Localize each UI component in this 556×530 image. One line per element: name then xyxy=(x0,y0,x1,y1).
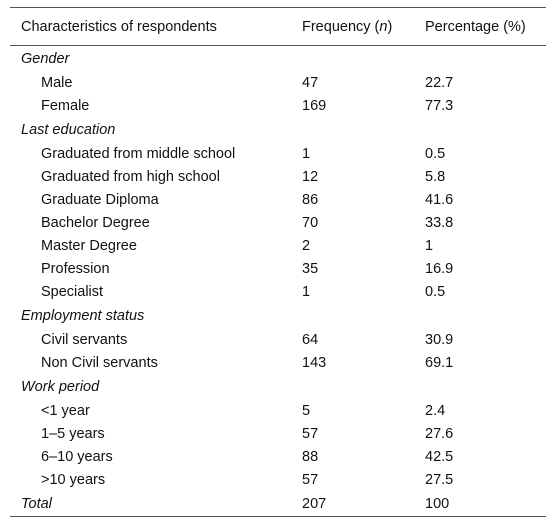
cell: 143 xyxy=(302,354,327,371)
cell xyxy=(414,303,546,328)
cell: 5.8 xyxy=(425,168,446,185)
cell: 12 xyxy=(302,168,319,185)
cell: 42.5 xyxy=(425,448,454,465)
cell: 27.6 xyxy=(425,425,454,442)
data-row: Non Civil servants 143 69.1 xyxy=(10,351,546,374)
cell xyxy=(291,117,414,142)
cell: 1 xyxy=(302,283,311,300)
data-row: >10 years 57 27.5 xyxy=(10,468,546,491)
row-label: <1 year xyxy=(41,402,90,419)
cell: 169 xyxy=(302,97,327,114)
table-body: Gender Male 47 22.7 Female 169 77.3 Last educat… xyxy=(10,46,546,517)
row-label: 1–5 years xyxy=(41,425,105,442)
cell: 1 xyxy=(302,145,311,162)
total-row: Total 207 100 xyxy=(10,491,546,517)
data-row: Graduate Diploma 86 41.6 xyxy=(10,188,546,211)
row-label: Specialist xyxy=(41,283,104,300)
data-row: Graduated from middle school 1 0.5 xyxy=(10,142,546,165)
row-label: Total xyxy=(21,495,52,512)
data-row: Specialist 1 0.5 xyxy=(10,280,546,303)
cell: 88 xyxy=(302,448,319,465)
cell: 2 xyxy=(302,237,311,254)
section-title: Last education xyxy=(21,121,116,138)
cell xyxy=(414,374,546,399)
header-row: Characteristics of respondents Frequency… xyxy=(10,7,546,46)
cell: 64 xyxy=(302,331,319,348)
header-cell: Percentage (%) xyxy=(414,7,546,46)
row-label: Graduate Diploma xyxy=(41,191,159,208)
data-row: Female 169 77.3 xyxy=(10,94,546,117)
data-row: Profession 35 16.9 xyxy=(10,257,546,280)
section-title: Employment status xyxy=(21,307,145,324)
row-label: Graduated from middle school xyxy=(41,145,236,162)
header-cell: Frequency (n) xyxy=(291,7,414,46)
row-label: Bachelor Degree xyxy=(41,214,150,231)
cell: 47 xyxy=(302,74,319,91)
row-label: Non Civil servants xyxy=(41,354,158,371)
cell: 27.5 xyxy=(425,471,454,488)
section-row: Work period xyxy=(10,374,546,399)
cell: 1 xyxy=(425,237,434,254)
row-label: Male xyxy=(41,74,73,91)
row-label: Graduated from high school xyxy=(41,168,220,185)
row-label: >10 years xyxy=(41,471,106,488)
section-title: Gender xyxy=(21,50,70,67)
cell: 2.4 xyxy=(425,402,446,419)
cell: 69.1 xyxy=(425,354,454,371)
section-title: Work period xyxy=(21,378,100,395)
cell: 86 xyxy=(302,191,319,208)
cell xyxy=(291,46,414,72)
data-row: Male 47 22.7 xyxy=(10,71,546,94)
section-row: Employment status xyxy=(10,303,546,328)
row-label: Female xyxy=(41,97,90,114)
cell: 57 xyxy=(302,471,319,488)
table: Characteristics of respondents Frequency… xyxy=(10,7,546,517)
cell: 5 xyxy=(302,402,311,419)
header-text: n xyxy=(379,18,388,35)
data-row: Master Degree 2 1 xyxy=(10,234,546,257)
cell xyxy=(414,46,546,72)
cell: 100 xyxy=(425,495,450,512)
data-row: Graduated from high school 12 5.8 xyxy=(10,165,546,188)
row-label: Master Degree xyxy=(41,237,137,254)
header-text: Frequency ( xyxy=(302,18,380,35)
cell: 57 xyxy=(302,425,319,442)
cell: 70 xyxy=(302,214,319,231)
cell: 16.9 xyxy=(425,260,454,277)
cell xyxy=(291,374,414,399)
data-row: 6–10 years 88 42.5 xyxy=(10,445,546,468)
data-row: <1 year 5 2.4 xyxy=(10,399,546,422)
section-row: Last education xyxy=(10,117,546,142)
cell: 22.7 xyxy=(425,74,454,91)
cell: 35 xyxy=(302,260,319,277)
cell: 77.3 xyxy=(425,97,454,114)
cell: 30.9 xyxy=(425,331,454,348)
row-label: 6–10 years xyxy=(41,448,113,465)
data-row: Bachelor Degree 70 33.8 xyxy=(10,211,546,234)
header-cell: Characteristics of respondents xyxy=(10,7,291,46)
cell xyxy=(291,303,414,328)
row-label: Civil servants xyxy=(41,331,128,348)
data-row: Civil servants 64 30.9 xyxy=(10,328,546,351)
cell: 33.8 xyxy=(425,214,454,231)
cell: 41.6 xyxy=(425,191,454,208)
cell xyxy=(414,117,546,142)
row-label: Profession xyxy=(41,260,110,277)
data-row: 1–5 years 57 27.6 xyxy=(10,422,546,445)
header-text: ) xyxy=(387,18,393,35)
cell: 0.5 xyxy=(425,283,446,300)
table-header: Characteristics of respondents Frequency… xyxy=(10,7,546,46)
cell: 0.5 xyxy=(425,145,446,162)
cell: 207 xyxy=(302,495,327,512)
section-row: Gender xyxy=(10,46,546,72)
